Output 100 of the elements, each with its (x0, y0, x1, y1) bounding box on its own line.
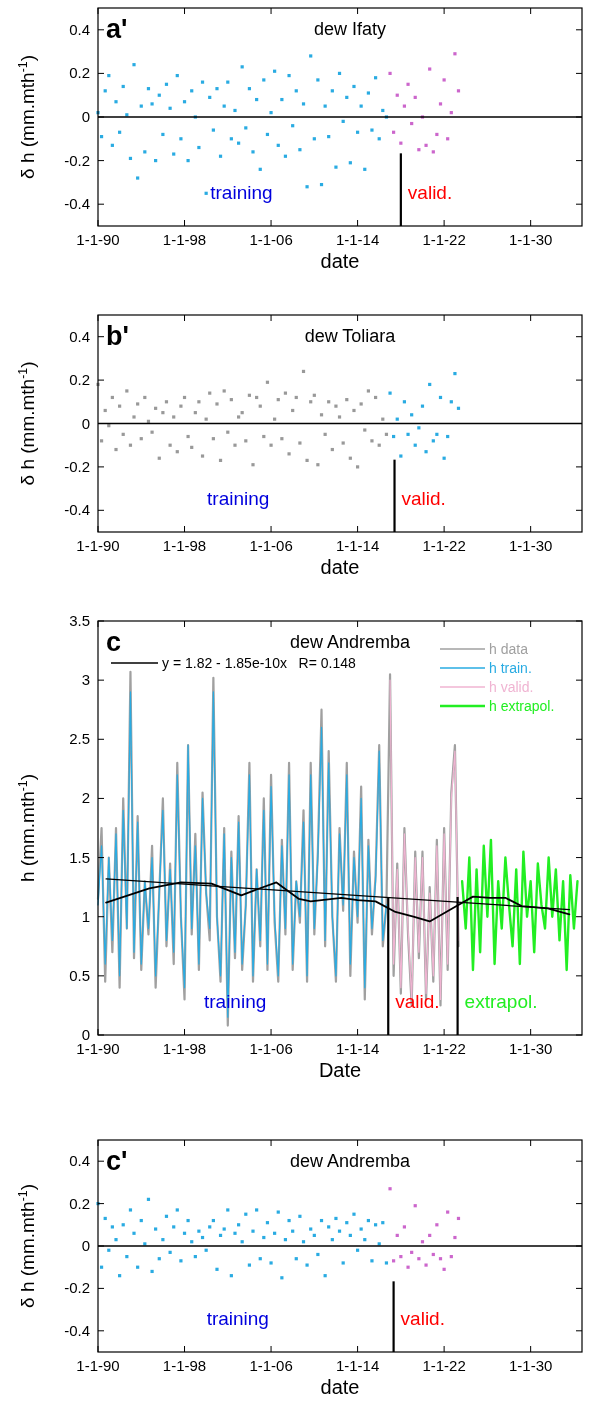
point (417, 148, 421, 152)
point (413, 1204, 417, 1208)
point (431, 439, 435, 443)
y-tick-label: -0.4 (64, 501, 90, 519)
point (456, 406, 461, 410)
point (431, 150, 435, 154)
point (442, 1267, 446, 1271)
annotation: valid. (395, 991, 440, 1012)
point (399, 454, 403, 458)
annotation: valid. (401, 488, 446, 509)
x-tick-label: 1-1-30 (508, 1040, 553, 1057)
x-tick-label: 1-1-22 (422, 231, 466, 248)
y-tick-label: 1 (81, 907, 90, 925)
point (449, 1255, 453, 1259)
point (453, 371, 457, 376)
point (424, 450, 428, 454)
line-series (97, 691, 388, 1018)
point (428, 382, 432, 387)
text: dew Andremba (289, 632, 412, 652)
y-tick-label: 2.5 (69, 730, 90, 748)
x-tick-label: 1-1-98 (162, 1357, 207, 1374)
y-tick-label: 0.2 (69, 1194, 90, 1212)
legend-label: h data (489, 641, 529, 657)
point (453, 52, 457, 56)
annotation: valid. (407, 182, 453, 203)
y-tick-label: 3.5 (69, 612, 90, 629)
legend-label: y = 1.82 - 1.85e-10x R= 0.148 (162, 655, 357, 671)
point (428, 1233, 432, 1237)
point (435, 432, 439, 436)
y-tick-label: 0.4 (69, 327, 90, 345)
x-axis-title: date (320, 556, 360, 578)
y-tick-label: 0 (81, 1026, 90, 1043)
point (424, 1263, 428, 1267)
point (399, 1255, 403, 1259)
y-tick-label: 0.5 (69, 966, 90, 984)
legend-label: h valid. (489, 679, 534, 695)
point (428, 67, 432, 71)
point (399, 141, 403, 145)
point (446, 137, 450, 141)
x-tick-label: 1-1-30 (508, 231, 553, 248)
point (388, 71, 392, 75)
point (456, 89, 461, 93)
point (420, 1240, 425, 1244)
point (406, 432, 410, 436)
y-tick-label: 0.2 (69, 371, 90, 389)
y-tick-label: 0 (81, 1237, 90, 1254)
y-tick-label: -0.2 (64, 457, 90, 475)
point (420, 404, 425, 408)
x-axis-title: Date (318, 1059, 362, 1081)
x-tick-label: 1-1-14 (335, 1357, 380, 1374)
point (392, 130, 396, 134)
point (402, 400, 407, 404)
x-tick-label: 1-1-98 (162, 537, 207, 554)
x-tick-label: 1-1-98 (162, 1040, 207, 1057)
point (456, 1216, 461, 1221)
point (406, 82, 410, 86)
y-tick-label: -0.4 (64, 1321, 90, 1339)
point (435, 1223, 439, 1227)
annotation: training (210, 182, 273, 203)
annotation: valid. (400, 1308, 445, 1329)
x-tick-label: 1-1-90 (76, 1040, 120, 1057)
x-tick-label: 1-1-90 (76, 231, 120, 248)
annotation: extrapol. (464, 991, 538, 1012)
line-series (460, 838, 579, 972)
y-tick-label: 0.4 (69, 20, 90, 38)
x-tick-label: 1-1-90 (76, 537, 120, 554)
x-tick-label: 1-1-14 (335, 537, 380, 554)
y-tick-label: 3 (81, 671, 90, 689)
point (410, 1250, 414, 1254)
point (413, 443, 417, 447)
y-tick-label: 1.5 (69, 848, 90, 866)
annotation: b' (106, 321, 129, 351)
point (446, 1210, 450, 1214)
x-tick-label: 1-1-22 (422, 1357, 466, 1374)
x-tick-label: 1-1-06 (249, 231, 293, 248)
point (395, 417, 399, 421)
y-tick-label: 0 (81, 414, 90, 432)
text: dew Toliara (304, 326, 397, 346)
point (424, 143, 428, 147)
y-tick-label: 2 (81, 789, 90, 807)
annotation: a' (106, 14, 128, 44)
legend-label: h extrapol. (489, 698, 555, 714)
point (442, 456, 446, 460)
y-tick-label: 0.2 (69, 64, 90, 82)
y-tick-label: 0.4 (69, 1152, 90, 1170)
x-axis-title: date (320, 1376, 360, 1398)
point (449, 111, 453, 115)
point (417, 426, 421, 430)
point (435, 132, 439, 137)
x-tick-label: 1-1-90 (76, 1357, 120, 1374)
point (388, 1187, 392, 1191)
x-tick-label: 1-1-14 (335, 1040, 380, 1057)
y-tick-label: -0.4 (64, 195, 90, 213)
line-series (96, 670, 460, 1027)
point (395, 1233, 399, 1237)
point (442, 78, 446, 82)
text: dew Andremba (289, 1151, 412, 1171)
point (392, 434, 396, 439)
annotation: training (206, 1308, 269, 1329)
point (410, 121, 414, 126)
